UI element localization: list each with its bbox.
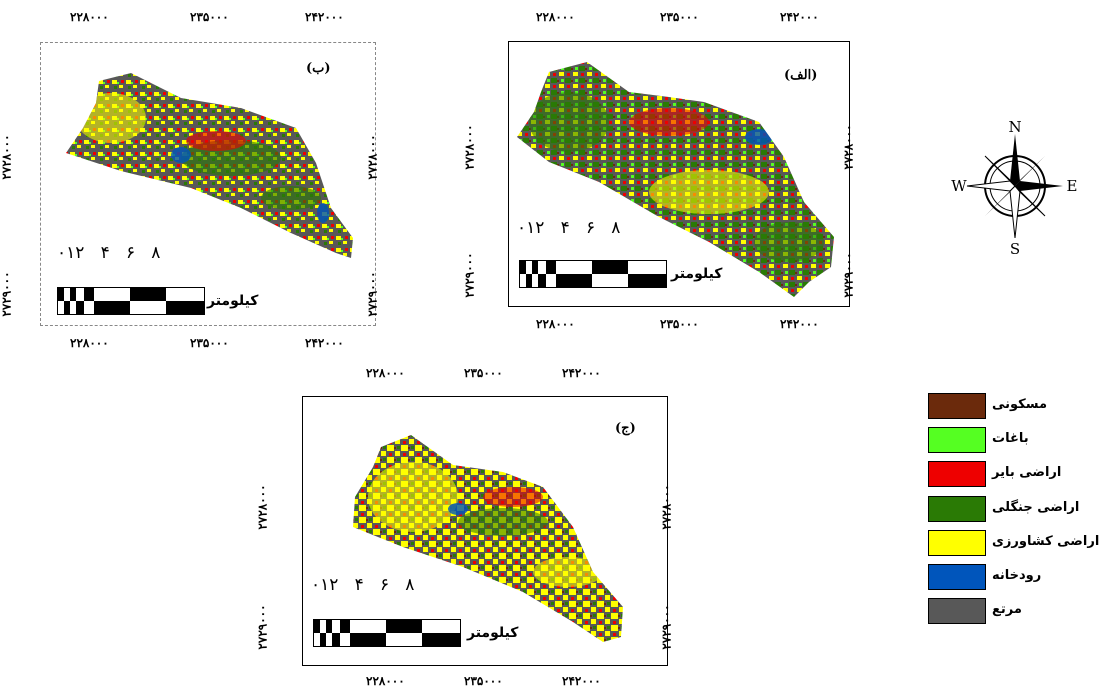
panel-b-top-x-3: ۲۴۲۰۰۰: [305, 10, 344, 24]
panel-alef-top-x-1: ۲۲۸۰۰۰: [536, 10, 575, 24]
panel-jim-bottom-x-1: ۲۲۸۰۰۰: [366, 674, 405, 688]
scale-numbers-jim: ۰۱۲ ۴ ۶ ۸: [311, 575, 415, 595]
panel-alef-left-y-2: ۲۷۲۹۰۰۰: [462, 252, 477, 298]
scale-numbers-b: ۰۱۲ ۴ ۶ ۸: [57, 243, 161, 263]
scale-unit-jim: کیلومتر: [467, 625, 519, 641]
panel-alef-bottom-x-2: ۲۳۵۰۰۰: [660, 317, 699, 331]
panel-alef-left-y-1: ۲۷۲۸۰۰۰: [462, 124, 477, 170]
panel-jim-top-x-2: ۲۳۵۰۰۰: [464, 366, 503, 380]
panel-b-left-y-1: ۲۷۲۸۰۰۰: [0, 134, 14, 180]
panel-b-right-y-1: ۲۷۲۸۰۰۰: [365, 134, 380, 180]
map-frame-alef: (الف) ۰۱۲ ۴ ۶ ۸ کیلومتر: [508, 41, 850, 307]
panel-b-top-x-1: ۲۲۸۰۰۰: [70, 10, 109, 24]
scale-bar-jim: [313, 619, 461, 647]
panel-b-top-x-2: ۲۳۵۰۰۰: [190, 10, 229, 24]
panel-label-alef: (الف): [784, 68, 818, 83]
panel-alef-top-x-2: ۲۳۵۰۰۰: [660, 10, 699, 24]
panel-alef-right-y-2: ۲۷۲۹۰۰۰: [841, 252, 856, 298]
panel-label-b: (ب): [306, 61, 331, 76]
north-arrow-compass: N S E W: [950, 118, 1080, 258]
map-alef: [517, 62, 834, 297]
panel-b-left-y-2: ۲۷۲۹۰۰۰: [0, 271, 14, 317]
legend-label-rangeland: مرتع: [992, 602, 1022, 617]
panel-b-bottom-x-3: ۲۴۲۰۰۰: [305, 336, 344, 350]
panel-jim-left-y-2: ۲۷۲۹۰۰۰: [255, 604, 270, 650]
panel-jim-right-y-1: ۲۷۲۸۰۰۰: [659, 484, 674, 530]
panel-b-right-y-2: ۲۷۲۹۰۰۰: [365, 271, 380, 317]
legend-item-forest: اراضی جنگلی: [928, 496, 1117, 522]
panel-jim-top-x-3: ۲۴۲۰۰۰: [562, 366, 601, 380]
legend-label-forest: اراضی جنگلی: [992, 500, 1080, 515]
panel-jim-left-y-1: ۲۷۲۸۰۰۰: [255, 484, 270, 530]
legend-item-residential: مسکونی: [928, 393, 1117, 419]
compass-w: W: [951, 177, 967, 195]
map-jim: [353, 435, 623, 642]
legend-item-barren: اراضی بایر: [928, 461, 1117, 487]
map-frame-b: (ب) ۰۱۲ ۴ ۶ ۸ کیلومتر: [40, 42, 376, 326]
panel-jim-right-y-2: ۲۷۲۹۰۰۰: [659, 604, 674, 650]
legend-swatch-rangeland: [928, 598, 986, 624]
legend-swatch-orchards: [928, 427, 986, 453]
scale-unit-alef: کیلومتر: [671, 266, 723, 282]
panel-jim-bottom-x-2: ۲۳۵۰۰۰: [464, 674, 503, 688]
panel-alef-bottom-x-1: ۲۲۸۰۰۰: [536, 317, 575, 331]
panel-jim-bottom-x-3: ۲۴۲۰۰۰: [562, 674, 601, 688]
panel-alef-bottom-x-3: ۲۴۲۰۰۰: [780, 317, 819, 331]
panel-alef-top-x-3: ۲۴۲۰۰۰: [780, 10, 819, 24]
legend-label-barren: اراضی بایر: [992, 465, 1062, 480]
legend-swatch-barren: [928, 461, 986, 487]
panel-b-bottom-x-1: ۲۲۸۰۰۰: [70, 336, 109, 350]
compass-s: S: [1010, 240, 1020, 258]
scale-bar-alef: [519, 260, 667, 288]
compass-n: N: [1008, 118, 1021, 136]
legend-swatch-forest: [928, 496, 986, 522]
map-frame-jim: (ج) ۰۱۲ ۴ ۶ ۸ کیلومتر: [302, 396, 668, 666]
legend-swatch-river: [928, 564, 986, 590]
legend-label-residential: مسکونی: [992, 397, 1048, 412]
map-b: [66, 73, 353, 258]
panel-b-bottom-x-2: ۲۳۵۰۰۰: [190, 336, 229, 350]
land-use-legend: مسکونی باغات اراضی بایر اراضی جنگلی اراض…: [928, 393, 1117, 658]
panel-alef-right-y-1: ۲۷۲۸۰۰۰: [841, 124, 856, 170]
legend-item-orchards: باغات: [928, 427, 1117, 453]
legend-label-orchards: باغات: [992, 431, 1029, 446]
legend-item-agriculture: اراضی کشاورزی: [928, 530, 1117, 556]
legend-swatch-agriculture: [928, 530, 986, 556]
compass-rose-icon: N S E W: [951, 118, 1078, 258]
scale-unit-b: کیلومتر: [207, 293, 259, 309]
legend-label-agriculture: اراضی کشاورزی: [992, 534, 1100, 549]
legend-swatch-residential: [928, 393, 986, 419]
compass-e: E: [1067, 177, 1078, 195]
legend-item-rangeland: مرتع: [928, 598, 1117, 624]
scale-numbers-alef: ۰۱۲ ۴ ۶ ۸: [517, 218, 621, 238]
panel-label-jim: (ج): [615, 421, 636, 436]
legend-item-river: رودخانه: [928, 564, 1117, 590]
scale-bar-b: [57, 287, 205, 315]
panel-jim-top-x-1: ۲۲۸۰۰۰: [366, 366, 405, 380]
legend-label-river: رودخانه: [992, 568, 1042, 583]
